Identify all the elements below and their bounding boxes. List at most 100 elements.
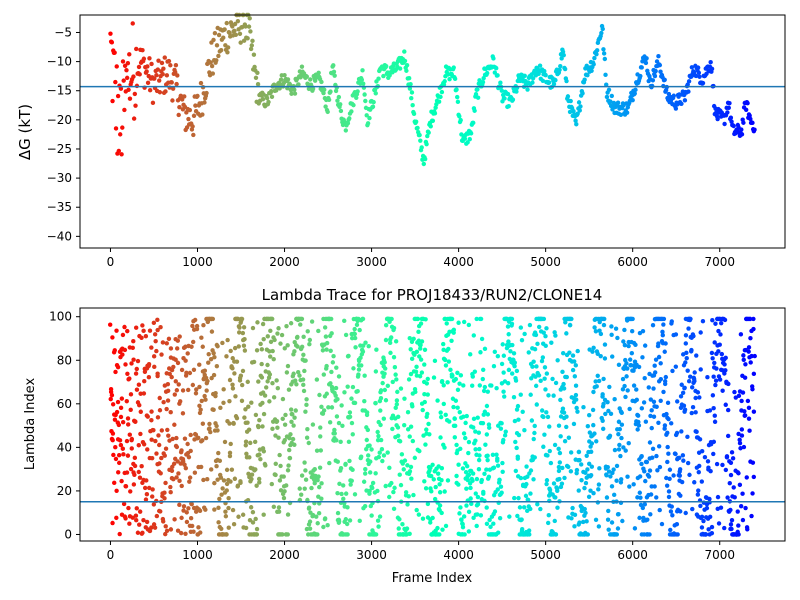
lambda-point: [323, 334, 329, 339]
lambda-scatter-points: [107, 316, 757, 537]
lambda-point: [751, 409, 757, 414]
lambda-point: [280, 396, 286, 402]
lambda-point: [332, 431, 337, 436]
lambda-point: [738, 504, 744, 509]
lambda-point: [596, 482, 602, 487]
lambda-point: [546, 513, 551, 518]
lambda-point: [738, 332, 744, 337]
dg-y-tick-label: −30: [47, 171, 72, 185]
lambda-point: [122, 347, 128, 353]
lambda-point: [422, 347, 428, 352]
lambda-point: [706, 465, 711, 470]
lambda-point: [306, 505, 312, 510]
lambda-point: [218, 475, 224, 480]
lambda-point: [682, 407, 688, 412]
lambda-point: [251, 359, 257, 365]
dg-point: [415, 125, 420, 131]
lambda-point: [620, 376, 626, 382]
lambda-point: [461, 514, 467, 519]
lambda-point: [495, 353, 501, 359]
lambda-point: [441, 401, 446, 407]
lambda-point: [131, 339, 136, 344]
lambda-point: [125, 453, 131, 458]
lambda-point: [407, 469, 413, 474]
lambda-point: [581, 405, 586, 410]
lambda-point: [250, 509, 256, 515]
lambda-point: [224, 467, 230, 473]
lambda-point: [163, 531, 168, 537]
lambda-point: [545, 520, 551, 526]
lambda-point: [164, 528, 170, 533]
lambda-point: [713, 378, 719, 383]
dg-point: [331, 63, 336, 68]
lambda-point: [606, 527, 611, 532]
dg-point: [321, 90, 326, 96]
lambda-point: [735, 509, 740, 514]
dg-x-tick-label: 7000: [704, 255, 735, 269]
dg-point: [177, 104, 182, 110]
lambda-point: [528, 468, 534, 473]
lambda-point: [339, 403, 344, 408]
lambda-point: [293, 378, 298, 383]
lambda-point: [600, 418, 605, 423]
dg-point: [157, 78, 162, 83]
lambda-point: [605, 399, 610, 405]
dg-point: [359, 77, 365, 83]
lambda-point: [178, 399, 183, 404]
lambda-point: [381, 416, 387, 421]
dg-y-tick-label: −20: [47, 113, 72, 127]
dg-point: [658, 69, 663, 74]
lambda-point: [318, 448, 324, 453]
lambda-point: [697, 437, 703, 442]
dg-point: [506, 104, 511, 109]
dg-point: [125, 61, 131, 66]
dg-point: [739, 127, 744, 132]
lambda-point: [335, 510, 341, 516]
lambda-point: [246, 404, 251, 409]
dg-point: [695, 65, 701, 70]
lambda-point: [234, 359, 240, 364]
lambda-point: [600, 404, 606, 409]
lambda-point: [691, 333, 696, 339]
dg-point: [113, 79, 118, 85]
dg-point: [282, 72, 287, 78]
dg-point: [410, 103, 415, 108]
lambda-point: [373, 401, 378, 406]
lambda-point: [256, 379, 261, 384]
dg-point: [467, 136, 472, 142]
dg-point: [289, 91, 294, 96]
lambda-point: [471, 333, 476, 338]
lambda-point: [429, 489, 434, 494]
lambda-point: [615, 335, 620, 341]
lambda-point: [648, 397, 654, 402]
lambda-point: [113, 456, 119, 462]
dg-x-tick-label: 3000: [356, 255, 387, 269]
dg-point: [604, 94, 610, 100]
dg-point: [468, 131, 474, 136]
lambda-point: [503, 429, 508, 434]
lambda-point: [619, 477, 624, 482]
dg-point: [114, 64, 119, 69]
lambda-point: [689, 347, 694, 353]
lambda-point: [117, 438, 123, 443]
lambda-point: [293, 408, 298, 413]
lambda-point: [585, 423, 591, 429]
lambda-point: [677, 467, 683, 472]
lambda-point: [614, 478, 619, 483]
lambda-point: [407, 336, 412, 341]
lambda-point: [155, 317, 160, 323]
dg-point: [606, 87, 612, 92]
lambda-point: [666, 489, 672, 494]
lambda-point: [556, 446, 561, 452]
lambda-point: [475, 494, 481, 500]
lambda-point: [608, 474, 613, 479]
lambda-point: [191, 339, 196, 345]
lambda-point: [295, 344, 300, 349]
lambda-point: [464, 463, 470, 469]
lambda-point: [306, 440, 311, 446]
dg-point: [140, 48, 145, 53]
lambda-point: [680, 390, 686, 395]
lambda-point: [405, 502, 410, 507]
lambda-point: [194, 387, 199, 392]
lambda-point: [233, 394, 238, 399]
